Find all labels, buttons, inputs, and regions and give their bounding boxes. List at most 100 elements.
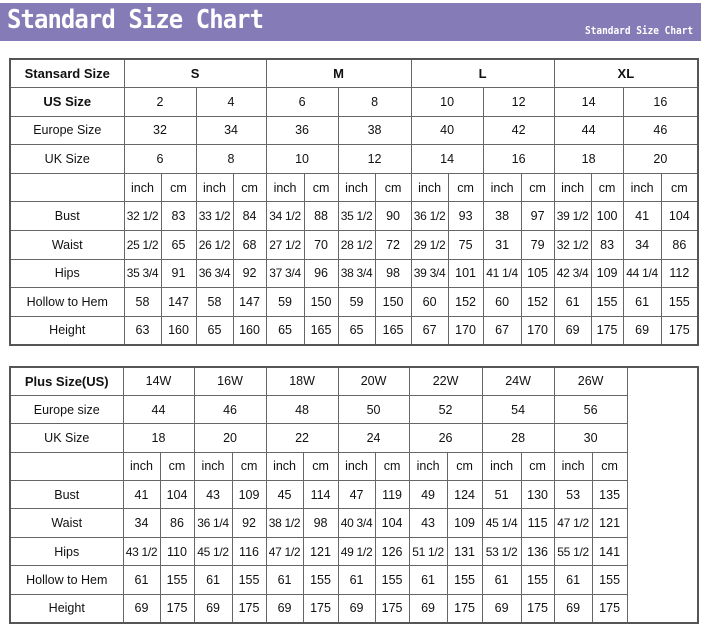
table-cell: 119 [374,480,410,510]
table-cell: 101 [447,258,484,289]
table-cell: 16 [622,87,699,117]
table-cell: 155 [591,565,628,595]
table-cell: 147 [160,287,197,317]
table-cell: 54 [481,394,555,425]
table-cell: 26 1/2 [195,230,234,260]
table-row: US Size 2 4 6 8 10 12 14 16 [9,87,699,117]
table-cell: 4 [195,87,267,117]
table-row: Waist 34 86 36 1/4 92 38 1/2 98 40 3/4 104 43 109 4… [9,508,698,538]
unit-inch: inch [482,172,522,203]
table-cell: 170 [447,315,484,346]
table-cell: 48 [265,394,339,425]
unit-cm: cm [520,451,555,482]
unit-cm: cm [160,172,197,203]
table-cell: 38 1/2 [265,508,304,538]
table-cell: 36 1/2 [410,201,449,232]
table-cell: 2 [123,87,197,117]
table-cell: 79 [520,230,555,260]
table-cell: 42 [482,115,555,146]
table-cell: 69 [122,593,161,624]
row-label: Hips [9,258,125,289]
table-cell: 36 3/4 [195,258,234,289]
table-cell: 28 1/2 [337,230,376,260]
row-label [9,172,125,203]
table-row: Height 69 175 69 175 69 175 69 175 69 175 69 175 69 17… [9,593,698,624]
table-cell: 83 [160,201,197,232]
unit-cm: cm [231,451,267,482]
size-group-header: XL [553,58,699,89]
table-cell: 44 1/4 [622,258,662,289]
table-cell: 96 [303,258,339,289]
row-label: Hollow to Hem [9,287,125,317]
row-label: UK Size [9,144,125,174]
table-cell: 51 [481,480,522,510]
unit-inch: inch [622,172,662,203]
row-label: Hollow to Hem [9,565,124,595]
row-label: Plus Size(US) [9,366,124,396]
table-cell: 10 [410,87,484,117]
table-cell: 14 [553,87,624,117]
unit-cm: cm [159,451,195,482]
table-cell: 109 [231,480,267,510]
table-cell: 40 3/4 [337,508,376,538]
row-label: Bust [9,201,125,232]
row-label [9,451,124,482]
table-cell: 70 [303,230,339,260]
table-cell: 32 [123,115,197,146]
size-header: 14W [122,366,195,396]
table-cell: 165 [374,315,412,346]
table-row: UK Size 6 8 10 12 14 16 18 20 [9,144,699,174]
table-cell: 29 1/2 [410,230,449,260]
table-cell: 18 [122,423,195,453]
table-cell: 47 1/2 [553,508,593,538]
table-cell: 135 [591,480,628,510]
table-cell: 61 [553,287,592,317]
table-cell: 92 [232,258,267,289]
table-cell: 43 1/2 [122,536,161,567]
table-cell: 16 [482,144,555,174]
row-label: Height [9,315,125,346]
table-cell: 155 [660,287,699,317]
plus-size-table: Plus Size(US) 14W 16W 18W 20W 22W 24W 26W Europe… [9,366,700,624]
table-cell: 61 [265,565,304,595]
unit-inch: inch [265,451,304,482]
table-cell: 56 [553,394,628,425]
table-cell: 175 [590,315,624,346]
table-cell: 34 1/2 [265,201,305,232]
unit-inch: inch [337,451,376,482]
table-cell: 45 1/4 [481,508,522,538]
table-cell: 141 [591,536,628,567]
table-cell: 160 [232,315,267,346]
table-cell: 69 [337,593,376,624]
row-label: Height [9,593,124,624]
row-label: Europe size [9,394,124,425]
table-cell: 53 1/2 [481,536,522,567]
table-cell: 46 [193,394,267,425]
table-cell: 65 [160,230,197,260]
table-cell: 69 [622,315,662,346]
table-cell: 35 3/4 [123,258,162,289]
table-cell: 10 [265,144,339,174]
table-cell: 69 [553,315,592,346]
table-row: UK Size 18 20 22 24 26 28 30 [9,423,698,453]
table-cell: 155 [446,565,483,595]
table-cell: 52 [408,394,483,425]
table-cell: 37 3/4 [265,258,305,289]
table-cell: 46 [622,115,699,146]
table-cell: 49 1/2 [337,536,376,567]
table-cell: 36 [265,115,339,146]
table-cell: 47 [337,480,376,510]
unit-cm: cm [302,451,339,482]
table-cell: 36 1/4 [193,508,233,538]
table-cell: 124 [446,480,483,510]
table-cell: 20 [622,144,699,174]
table-cell: 67 [482,315,522,346]
unit-cm: cm [591,451,628,482]
unit-inch: inch [553,451,593,482]
table-cell: 150 [303,287,339,317]
table-row: Hips 35 3/4 91 36 3/4 92 37 3/4 96 38 3/4 98 39 3… [9,258,699,289]
unit-cm: cm [446,451,483,482]
table-cell: 160 [160,315,197,346]
size-group-header: L [410,58,555,89]
size-group-header: S [123,58,267,89]
